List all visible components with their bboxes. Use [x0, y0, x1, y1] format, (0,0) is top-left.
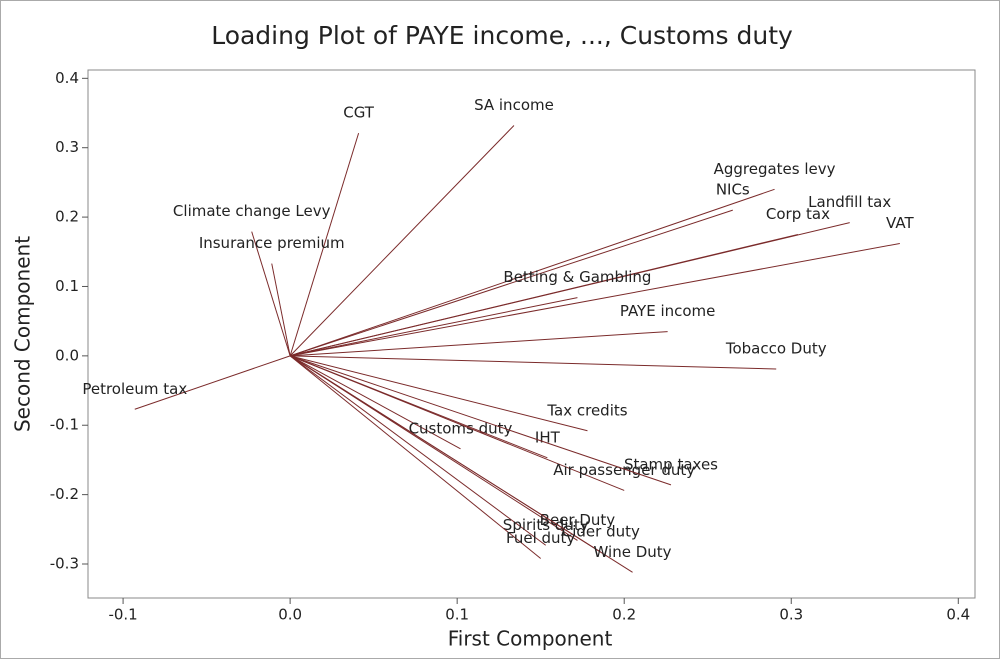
y-tick-label: 0.4 [55, 69, 79, 87]
x-tick-label: 0.2 [612, 606, 636, 624]
y-tick-label: 0.1 [55, 277, 79, 295]
variable-label: Tobacco Duty [725, 340, 827, 358]
plot-area [87, 69, 976, 599]
variable-label: Climate change Levy [173, 202, 331, 220]
variable-label: PAYE income [620, 302, 716, 320]
loading-vector [289, 355, 672, 486]
variable-label: Wine Duty [594, 543, 672, 561]
loading-vector [289, 355, 625, 491]
chart-title: Loading Plot of PAYE income, ..., Custom… [211, 21, 793, 50]
variable-label: Fuel duty [506, 529, 575, 547]
loading-vector [290, 242, 900, 357]
loading-vector [290, 355, 588, 432]
y-tick-label: 0.2 [55, 208, 79, 226]
variable-label: CGT [343, 104, 375, 122]
loading-vector [289, 355, 461, 450]
x-tick-label: 0.0 [278, 606, 302, 624]
x-tick-label: 0.3 [779, 606, 803, 624]
variable-label: Aggregates levy [714, 160, 836, 178]
y-tick-label: 0.3 [55, 138, 79, 156]
loading-vector [290, 233, 799, 357]
loading-vector [290, 355, 777, 370]
variable-label: Corp tax [766, 205, 830, 223]
loading-vector [271, 263, 291, 356]
variable-label: Betting & Gambling [503, 268, 651, 286]
loading-vector [289, 355, 546, 546]
loading-vector [289, 355, 633, 573]
x-tick-label: 0.4 [946, 606, 970, 624]
loading-vector [289, 209, 733, 357]
loading-vector [289, 132, 360, 357]
loading-vector [134, 355, 291, 410]
variable-label: Tax credits [546, 401, 627, 419]
variable-label: Customs duty [409, 419, 513, 437]
variable-label: VAT [886, 214, 914, 232]
loading-vector [290, 297, 578, 357]
loading-vector [289, 125, 515, 357]
x-tick-label: -0.1 [108, 606, 137, 624]
y-tick-label: -0.2 [50, 485, 79, 503]
loading-vector [290, 331, 668, 357]
variable-label: Cider duty [562, 523, 640, 541]
variable-label: Insurance premium [199, 234, 345, 252]
variable-label: Air passenger duty [553, 461, 695, 479]
variable-label: Petroleum tax [82, 380, 187, 398]
variable-label: Landfill tax [808, 193, 891, 211]
variable-label: IHT [535, 428, 561, 446]
variable-label: Beer Duty [540, 511, 616, 529]
y-tick-label: -0.3 [50, 555, 79, 573]
variable-label: SA income [474, 96, 554, 114]
x-tick-label: 0.1 [445, 606, 469, 624]
y-axis-label: Second Component [11, 236, 35, 432]
x-axis-label: First Component [448, 627, 613, 651]
variable-label: NICs [716, 181, 750, 199]
y-tick-label: 0.0 [55, 346, 79, 364]
variable-label: Spirits duty [503, 516, 589, 534]
loading-vector [289, 355, 542, 559]
y-tick-label: -0.1 [50, 416, 79, 434]
variable-label: Stamp taxes [624, 455, 718, 473]
loading-vector [251, 231, 291, 357]
loading-vector [289, 188, 775, 357]
